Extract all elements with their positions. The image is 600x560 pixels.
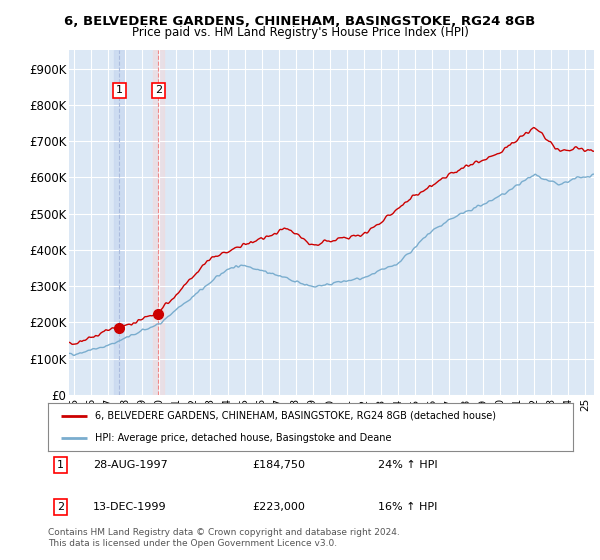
Bar	[114, 50, 124, 395]
Text: 16% ↑ HPI: 16% ↑ HPI	[378, 502, 437, 512]
Bar	[154, 50, 164, 395]
Text: 6, BELVEDERE GARDENS, CHINEHAM, BASINGSTOKE, RG24 8GB: 6, BELVEDERE GARDENS, CHINEHAM, BASINGST…	[64, 15, 536, 28]
Text: 1: 1	[116, 85, 123, 95]
Text: 6, BELVEDERE GARDENS, CHINEHAM, BASINGSTOKE, RG24 8GB (detached house): 6, BELVEDERE GARDENS, CHINEHAM, BASINGST…	[95, 410, 496, 421]
Text: £223,000: £223,000	[252, 502, 305, 512]
Text: 28-AUG-1997: 28-AUG-1997	[93, 460, 168, 470]
Text: Price paid vs. HM Land Registry's House Price Index (HPI): Price paid vs. HM Land Registry's House …	[131, 26, 469, 39]
Text: Contains HM Land Registry data © Crown copyright and database right 2024.
This d: Contains HM Land Registry data © Crown c…	[48, 528, 400, 548]
Text: 2: 2	[155, 85, 162, 95]
Text: HPI: Average price, detached house, Basingstoke and Deane: HPI: Average price, detached house, Basi…	[95, 433, 392, 444]
Text: £184,750: £184,750	[252, 460, 305, 470]
Text: 24% ↑ HPI: 24% ↑ HPI	[378, 460, 437, 470]
Text: 1: 1	[57, 460, 64, 470]
Text: 2: 2	[57, 502, 64, 512]
Text: 13-DEC-1999: 13-DEC-1999	[93, 502, 167, 512]
